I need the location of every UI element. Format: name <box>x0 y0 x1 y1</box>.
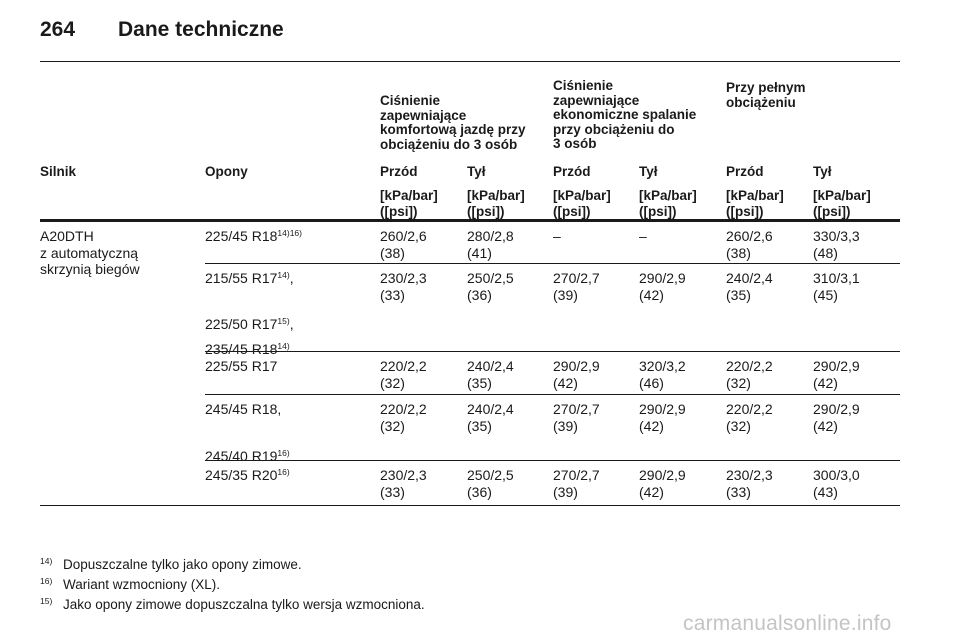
col-header-tires: Opony <box>205 164 248 179</box>
pressure-value: 300/3,0 (43) <box>813 467 860 500</box>
table-header-rule <box>40 219 900 222</box>
tire-size: 225/55 R17 <box>205 358 278 374</box>
col-header-eco-front: Przód <box>553 164 591 179</box>
pressure-value: 290/2,9 (42) <box>639 270 686 303</box>
row-divider <box>205 394 900 395</box>
unit-label: [kPa/bar] ([psi]) <box>726 188 784 219</box>
pressure-value: 220/2,2 (32) <box>380 401 427 434</box>
pressure-value: 260/2,6 (38) <box>380 228 427 261</box>
tire-size: 245/35 R2016) <box>205 467 290 483</box>
footnotes: 14) Dopuszczalne tylko jako opony zimowe.… <box>40 553 425 613</box>
page-title: Dane techniczne <box>118 18 284 41</box>
pressure-value: 250/2,5 (36) <box>467 270 514 303</box>
unit-label: [kPa/bar] ([psi]) <box>813 188 871 219</box>
col-header-eco-rear: Tył <box>639 164 658 179</box>
group-header-eco: Ciśnienie zapewniające ekonomiczne spala… <box>553 78 697 151</box>
pressure-value: 290/2,9 (42) <box>813 401 860 434</box>
page-number: 264 <box>40 18 76 41</box>
unit-label: [kPa/bar] ([psi]) <box>380 188 438 219</box>
footnote: 15) Jako opony zimowe dopuszczalna tylko … <box>40 596 425 612</box>
header-rule <box>40 61 900 62</box>
row-divider <box>205 460 900 461</box>
footnote-ref: 16) <box>277 467 290 477</box>
pressure-value: 290/2,9 (42) <box>639 401 686 434</box>
pressure-value: 330/3,3 (48) <box>813 228 860 261</box>
col-header-full-front: Przód <box>726 164 764 179</box>
row-divider <box>205 263 900 264</box>
pressure-value: 220/2,2 (32) <box>726 358 773 391</box>
pressure-value: 240/2,4 (35) <box>726 270 773 303</box>
col-header-engine: Silnik <box>40 164 77 179</box>
pressure-value: 240/2,4 (35) <box>467 358 514 391</box>
pressure-value: 230/2,3 (33) <box>380 467 427 500</box>
col-header-full-rear: Tył <box>813 164 832 179</box>
unit-label: [kPa/bar] ([psi]) <box>467 188 525 219</box>
pressure-value: 290/2,9 (42) <box>639 467 686 500</box>
col-header-comfort-front: Przód <box>380 164 418 179</box>
footnote: 16) Wariant wzmocniony (XL). <box>40 576 221 592</box>
table-bottom-rule <box>40 505 900 506</box>
engine-cell: A20DTH z automatyczną skrzynią biegów <box>40 228 140 277</box>
footnote-ref: 14)16) <box>277 228 302 238</box>
tire-size: 215/55 R1714), <box>205 270 294 286</box>
tire-size: 235/45 R1814) <box>205 341 290 357</box>
pressure-value: 250/2,5 (36) <box>467 467 514 500</box>
pressure-value: 230/2,3 (33) <box>380 270 427 303</box>
row-divider <box>205 351 900 352</box>
pressure-value: – <box>553 228 561 244</box>
pressure-value: 220/2,2 (32) <box>726 401 773 434</box>
unit-label: [kPa/bar] ([psi]) <box>639 188 697 219</box>
pressure-value: 280/2,8 (41) <box>467 228 514 261</box>
pressure-value: 270/2,7 (39) <box>553 467 600 500</box>
unit-label: [kPa/bar] ([psi]) <box>553 188 611 219</box>
pressure-value: 290/2,9 (42) <box>813 358 860 391</box>
col-header-comfort-rear: Tył <box>467 164 486 179</box>
pressure-value: 270/2,7 (39) <box>553 270 600 303</box>
pressure-value: – <box>639 228 647 244</box>
pressure-value: 260/2,6 (38) <box>726 228 773 261</box>
footnote: 14) Dopuszczalne tylko jako opony zimowe. <box>40 556 302 572</box>
pressure-value: 320/3,2 (46) <box>639 358 686 391</box>
pressure-value: 310/3,1 (45) <box>813 270 860 303</box>
group-header-comfort: Ciśnienie zapewniające komfortową jazdę … <box>380 93 526 152</box>
pressure-value: 220/2,2 (32) <box>380 358 427 391</box>
pressure-value: 230/2,3 (33) <box>726 467 773 500</box>
footnote-ref: 15) <box>277 316 290 326</box>
footnote-ref: 16) <box>277 448 290 458</box>
group-header-full-load: Przy pełnym obciążeniu <box>726 80 806 110</box>
tire-size: 245/45 R18, <box>205 401 282 417</box>
tire-size: 245/40 R1916) <box>205 448 290 464</box>
pressure-value: 270/2,7 (39) <box>553 401 600 434</box>
tire-size: 225/45 R1814)16) <box>205 228 302 244</box>
footnote-ref: 14) <box>277 341 290 351</box>
watermark: carmanualsonline.info <box>683 612 892 635</box>
pressure-value: 290/2,9 (42) <box>553 358 600 391</box>
pressure-value: 240/2,4 (35) <box>467 401 514 434</box>
footnote-ref: 14) <box>277 270 290 280</box>
tire-size: 225/50 R1715), <box>205 316 294 332</box>
